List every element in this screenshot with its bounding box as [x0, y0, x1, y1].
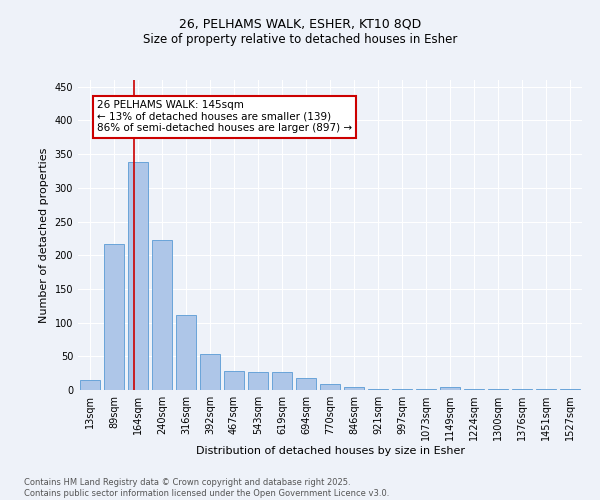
Bar [104, 244, 124, 390]
Bar [128, 162, 148, 390]
Bar [272, 372, 292, 390]
Bar [344, 386, 364, 390]
Bar [440, 388, 460, 390]
Bar [560, 388, 580, 390]
Text: 26, PELHAMS WALK, ESHER, KT10 8QD: 26, PELHAMS WALK, ESHER, KT10 8QD [179, 18, 421, 30]
Text: 26 PELHAMS WALK: 145sqm
← 13% of detached houses are smaller (139)
86% of semi-d: 26 PELHAMS WALK: 145sqm ← 13% of detache… [97, 100, 352, 134]
Bar [296, 378, 316, 390]
Bar [152, 240, 172, 390]
Text: Contains HM Land Registry data © Crown copyright and database right 2025.
Contai: Contains HM Land Registry data © Crown c… [24, 478, 389, 498]
Bar [200, 354, 220, 390]
Bar [176, 314, 196, 390]
Bar [464, 388, 484, 390]
Text: Size of property relative to detached houses in Esher: Size of property relative to detached ho… [143, 32, 457, 46]
Bar [392, 388, 412, 390]
Bar [512, 388, 532, 390]
Bar [248, 372, 268, 390]
X-axis label: Distribution of detached houses by size in Esher: Distribution of detached houses by size … [196, 446, 464, 456]
Bar [320, 384, 340, 390]
Y-axis label: Number of detached properties: Number of detached properties [39, 148, 49, 322]
Bar [224, 371, 244, 390]
Bar [368, 388, 388, 390]
Bar [80, 380, 100, 390]
